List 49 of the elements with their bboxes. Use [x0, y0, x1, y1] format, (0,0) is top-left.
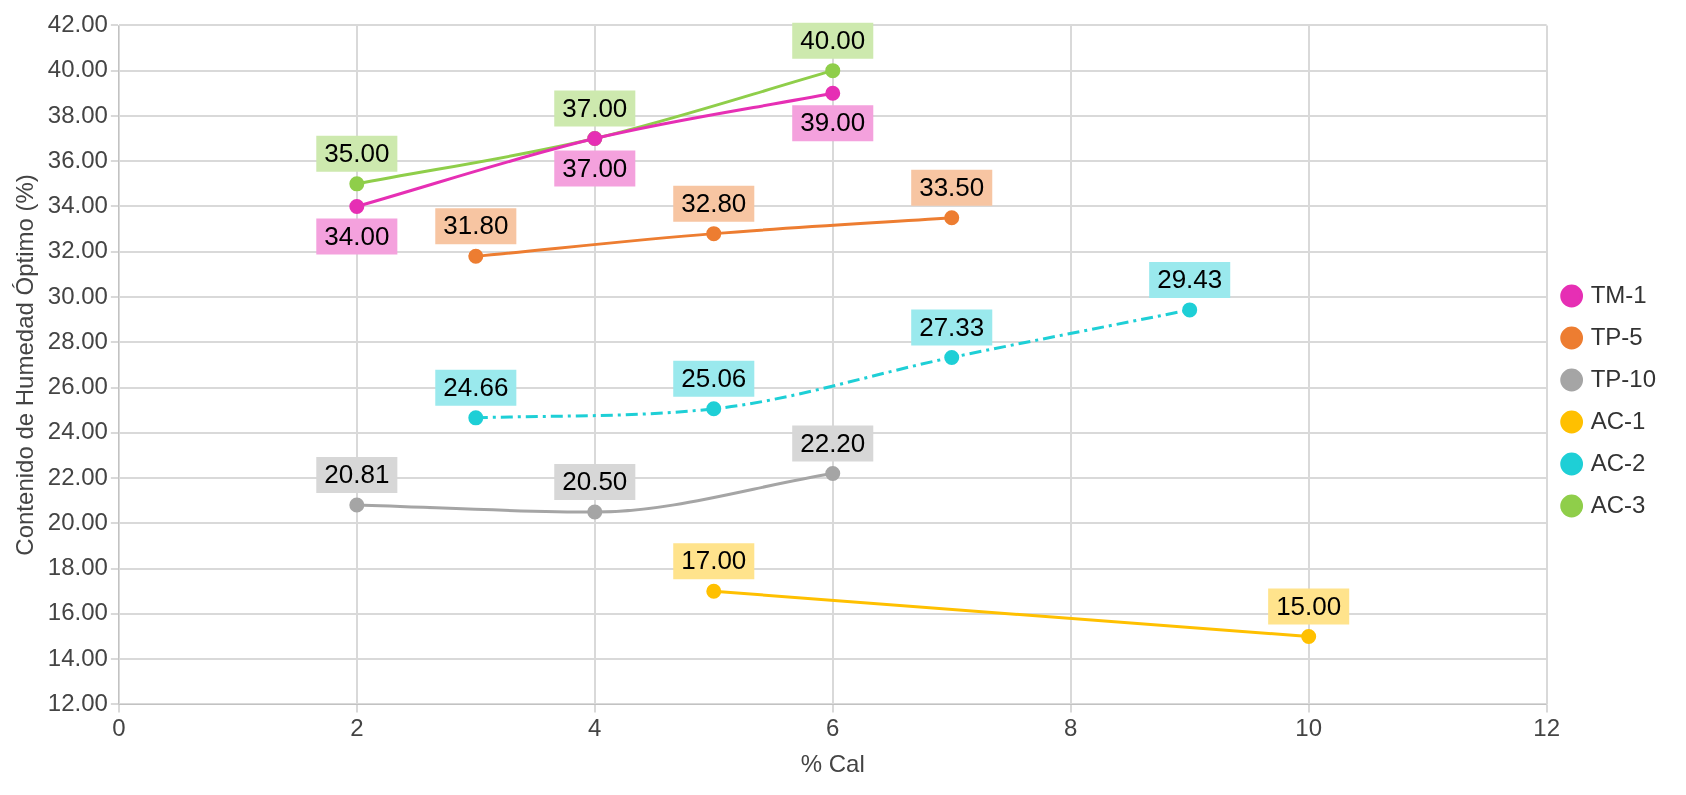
legend-label: TP-5 — [1590, 322, 1643, 350]
y-tick-label: 38.00 — [47, 100, 108, 128]
y-tick-label: 32.00 — [47, 236, 108, 264]
legend-label: TP-10 — [1590, 364, 1656, 392]
data-label: 34.00 — [324, 220, 390, 251]
x-tick-label: 0 — [112, 714, 126, 742]
y-tick-label: 16.00 — [47, 598, 108, 626]
data-label: 35.00 — [324, 138, 390, 169]
data-label: 37.00 — [562, 92, 628, 123]
y-tick-label: 22.00 — [47, 462, 108, 490]
x-tick-label: 4 — [588, 714, 602, 742]
y-tick-label: 40.00 — [47, 55, 108, 83]
y-axis-title: Contenido de Humedad Óptimo (%) — [11, 174, 39, 556]
data-label: 24.66 — [443, 372, 509, 403]
y-tick-label: 36.00 — [47, 145, 108, 173]
data-label: 20.81 — [324, 459, 390, 490]
data-label: 22.20 — [800, 427, 866, 458]
y-tick-label: 18.00 — [47, 553, 108, 581]
data-label: 31.80 — [443, 210, 509, 241]
data-label: 27.33 — [919, 311, 985, 342]
y-tick-label: 26.00 — [47, 372, 108, 400]
y-tick-label: 12.00 — [47, 689, 108, 717]
y-tick-label: 20.00 — [47, 507, 108, 535]
x-tick-label: 10 — [1295, 714, 1323, 742]
data-label: 37.00 — [562, 152, 628, 183]
data-label: 39.00 — [800, 107, 866, 138]
y-tick-label: 14.00 — [47, 643, 108, 671]
y-tick-label: 34.00 — [47, 191, 108, 219]
x-tick-label: 6 — [826, 714, 840, 742]
data-label: 40.00 — [800, 24, 866, 55]
y-tick-label: 42.00 — [47, 10, 108, 38]
x-axis-title: % Cal — [800, 750, 865, 778]
data-label: 15.00 — [1276, 590, 1342, 621]
y-tick-label: 30.00 — [47, 281, 108, 309]
x-tick-label: 12 — [1533, 714, 1560, 742]
y-tick-label: 28.00 — [47, 326, 108, 354]
data-label: 29.43 — [1157, 264, 1223, 295]
legend-label: AC-3 — [1590, 490, 1646, 518]
data-label: 25.06 — [681, 362, 747, 393]
legend-label: TM-1 — [1590, 280, 1647, 308]
data-label: 17.00 — [681, 545, 747, 576]
x-tick-label: 2 — [350, 714, 364, 742]
legend-label: AC-2 — [1590, 448, 1646, 476]
y-tick-label: 24.00 — [47, 417, 108, 445]
data-label: 33.50 — [919, 171, 985, 202]
x-tick-label: 8 — [1064, 714, 1078, 742]
legend-label: AC-1 — [1590, 406, 1646, 434]
data-label: 32.80 — [681, 187, 747, 218]
data-label: 20.50 — [562, 466, 628, 497]
